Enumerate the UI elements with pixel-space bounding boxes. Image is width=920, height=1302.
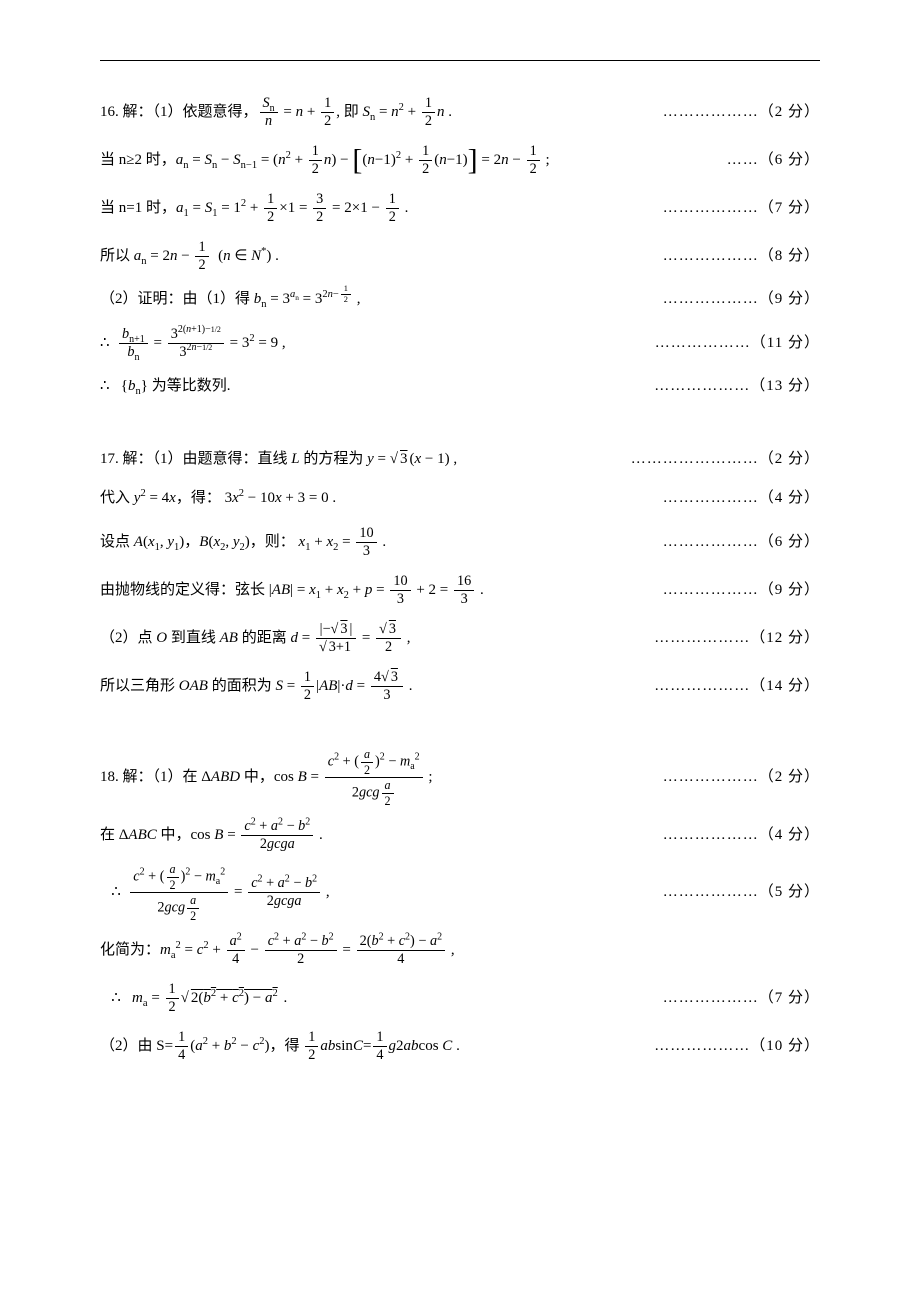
math: S = 12|AB|·d = 4√33 . <box>275 678 412 694</box>
math: d = |−√3|√3+1 = √32 , <box>290 630 410 646</box>
math: ma2 = c2 + a24 − c2 + a2 − b22 = 2(b2 + … <box>160 942 455 958</box>
math: Snn = n + 12, 即 Sn = n2 + 12n . <box>258 104 453 120</box>
score: ………………（2 分） <box>651 91 820 133</box>
score: ………………（9 分） <box>651 569 820 611</box>
p17-line2: 代入 y2 = 4x，得： 3x2 − 10x + 3 = 0 . ………………… <box>100 482 820 515</box>
p18-line2: 在 ΔABC 中，cos B = c2 + a2 − b22gcga . ………… <box>100 814 820 856</box>
math: y = √3(x − 1) , <box>367 451 457 467</box>
score: ………………（2 分） <box>651 756 820 798</box>
score: ………………（13 分） <box>642 370 820 403</box>
gap-16-17 <box>100 409 820 437</box>
p16-line4: 所以 an = 2n − 12 (n ∈ N*) . ………………（8 分） <box>100 235 820 277</box>
p17-line5: （2）点 O 到直线 AB 的距离 d = |−√3|√3+1 = √32 , … <box>100 617 820 659</box>
text: （2）证明：由（1）得 <box>100 291 254 307</box>
text: 当 n≥2 时， <box>100 152 176 168</box>
math: cos B = c2 + a2 − b22gcga . <box>191 827 323 843</box>
document-page: 16. 解：（1）依题意得，Snn = n + 12, 即 Sn = n2 + … <box>0 0 920 1113</box>
p17-line1: 17. 解：（1）由题意得：直线 L 的方程为 y = √3(x − 1) , … <box>100 443 820 476</box>
p17-line4: 由抛物线的定义得：弦长 |AB| = x1 + x2 + p = 103 + 2… <box>100 569 820 611</box>
p18-line6: （2）由 S=14(a2 + b2 − c2)，得 12absinC=14g2a… <box>100 1025 820 1067</box>
gap-17-18 <box>100 713 820 741</box>
score: ………………（6 分） <box>651 521 820 563</box>
math: 14(a2 + b2 − c2)，得 12absinC=14g2abcos C … <box>173 1038 460 1054</box>
p16-line3: 当 n=1 时，a1 = S1 = 12 + 12×1 = 32 = 2×1 −… <box>100 187 820 229</box>
math: bn+1bn = 32(n+1)−1/232n−1/2 = 32 = 9 , <box>117 335 286 351</box>
score: ………………（5 分） <box>651 871 820 913</box>
p18-line3: ∴ c2 + (a2)2 − ma22gcga2 = c2 + a2 − b22… <box>100 862 820 923</box>
score: ………………（8 分） <box>651 235 820 277</box>
p16-line5: （2）证明：由（1）得 bn = 3an = 32n−12 , ………………（9… <box>100 283 820 316</box>
score: ………………（14 分） <box>642 665 820 707</box>
math: an = 2n − 12 (n ∈ N*) . <box>134 248 279 264</box>
p16-line7: ∴ {bn} 为等比数列. ………………（13 分） <box>100 370 820 403</box>
math: a1 = S1 = 12 + 12×1 = 32 = 2×1 − 12 . <box>176 200 408 216</box>
score: ………………（9 分） <box>651 283 820 316</box>
text: 设点 A(x1, y1)，B(x2, y2)，则： <box>100 534 299 550</box>
math: x1 + x2 = 103 . <box>299 534 387 550</box>
math: y2 = 4x，得： 3x2 − 10x + 3 = 0 . <box>134 490 336 506</box>
score: ………………（4 分） <box>651 482 820 515</box>
math: ma = 12√2(b2 + c2) − a2 . <box>132 990 287 1006</box>
p16-line1: 16. 解：（1）依题意得，Snn = n + 12, 即 Sn = n2 + … <box>100 91 820 133</box>
score: ………………（7 分） <box>651 187 820 229</box>
text: 由抛物线的定义得：弦长 <box>100 582 269 598</box>
text: 代入 <box>100 490 134 506</box>
p18-line4: 化简为：ma2 = c2 + a24 − c2 + a2 − b22 = 2(b… <box>100 929 820 971</box>
text: 所以 <box>100 248 134 264</box>
text: 在 ΔABC 中， <box>100 827 191 843</box>
math: an = Sn − Sn−1 = (n2 + 12n) − [(n−1)2 + … <box>176 152 550 168</box>
text: （2）由 S= <box>100 1038 173 1054</box>
text: 18. 解：（1）在 ΔABD 中， <box>100 769 274 785</box>
p17-line3: 设点 A(x1, y1)，B(x2, y2)，则： x1 + x2 = 103 … <box>100 521 820 563</box>
p16-line6: ∴ bn+1bn = 32(n+1)−1/232n−1/2 = 32 = 9 ,… <box>100 322 820 364</box>
p16-line2: 当 n≥2 时，an = Sn − Sn−1 = (n2 + 12n) − [(… <box>100 139 820 181</box>
text: ∴ <box>100 335 117 351</box>
text: ∴ <box>100 990 132 1006</box>
p18-line1: 18. 解：（1）在 ΔABD 中，cos B = c2 + (a2)2 − m… <box>100 747 820 808</box>
score: ………………（7 分） <box>651 977 820 1019</box>
text: 16. 解：（1）依题意得， <box>100 104 258 120</box>
text: ∴ {bn} 为等比数列. <box>100 370 642 403</box>
text: 所以三角形 OAB 的面积为 <box>100 678 275 694</box>
math: cos B = c2 + (a2)2 − ma22gcga2 ; <box>274 769 433 785</box>
text: 17. 解：（1）由题意得：直线 L 的方程为 <box>100 451 367 467</box>
math: bn = 3an = 32n−12 , <box>254 291 361 307</box>
score: ………………（4 分） <box>651 814 820 856</box>
score: ………………（12 分） <box>642 617 820 659</box>
text: 当 n=1 时， <box>100 200 176 216</box>
p18-line5: ∴ ma = 12√2(b2 + c2) − a2 . ………………（7 分） <box>100 977 820 1019</box>
text: ∴ <box>100 884 128 900</box>
math: |AB| = x1 + x2 + p = 103 + 2 = 163 . <box>269 582 484 598</box>
score: ……（6 分） <box>715 139 820 181</box>
math: c2 + (a2)2 − ma22gcga2 = c2 + a2 − b22gc… <box>128 884 329 900</box>
text: （2）点 O 到直线 AB 的距离 <box>100 630 290 646</box>
score: ……………………（2 分） <box>619 443 820 476</box>
top-rule <box>100 60 820 61</box>
p17-line6: 所以三角形 OAB 的面积为 S = 12|AB|·d = 4√33 . ………… <box>100 665 820 707</box>
score: ………………（11 分） <box>643 322 820 364</box>
score: ………………（10 分） <box>642 1025 820 1067</box>
text: 化简为： <box>100 942 160 958</box>
